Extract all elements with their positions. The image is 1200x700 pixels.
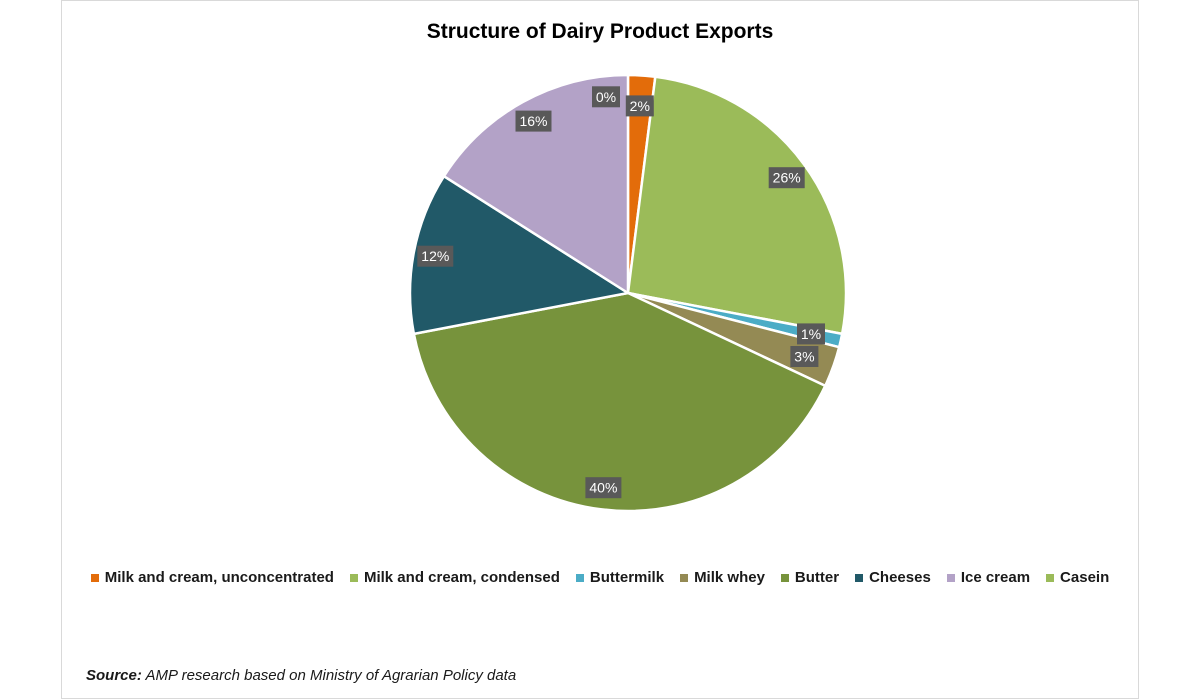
source-text: AMP research based on Ministry of Agrari… <box>141 667 517 684</box>
legend-item-4: Butter <box>780 569 840 586</box>
legend-item-3: Milk whey <box>680 569 765 586</box>
legend-swatch <box>780 573 789 582</box>
legend-label: Butter <box>794 569 840 586</box>
data-label-text: 40% <box>589 480 617 496</box>
legend-item-7: Casein <box>1046 569 1109 586</box>
legend-swatch <box>349 573 358 582</box>
data-label-text: 0% <box>596 89 616 105</box>
data-label-4: 40% <box>585 477 622 499</box>
pie-slice-6 <box>442 73 630 295</box>
data-label-text: 16% <box>519 113 547 129</box>
data-label-box <box>768 167 805 189</box>
data-label-box <box>515 110 552 132</box>
legend-label: Cheeses <box>869 569 931 586</box>
legend-item-2: Buttermilk <box>575 569 665 586</box>
data-label-1: 26% <box>768 167 805 189</box>
legend-label: Milk and cream, unconcentrated <box>104 569 334 586</box>
legend-swatch <box>90 573 99 582</box>
legend-swatch <box>946 573 955 582</box>
data-label-text: 1% <box>801 326 821 342</box>
legend-item-0: Milk and cream, unconcentrated <box>90 569 334 586</box>
data-label-text: 3% <box>794 349 814 365</box>
legend-label: Ice cream <box>960 569 1031 586</box>
source-label: Source: <box>86 667 142 684</box>
data-label-text: 12% <box>421 248 449 264</box>
pie-slice-1 <box>626 75 848 336</box>
data-label-box <box>592 86 620 108</box>
pie-slice-4 <box>412 291 827 513</box>
chart-title: Structure of Dairy Product Exports <box>426 20 774 43</box>
legend-item-6: Ice cream <box>946 569 1031 586</box>
legend-label: Milk whey <box>694 569 765 586</box>
data-label-text: 26% <box>773 170 801 186</box>
data-label-7: 0% <box>592 86 620 108</box>
data-label-box <box>585 477 622 499</box>
data-label-box <box>797 323 825 345</box>
pie-slice-5 <box>408 174 630 336</box>
chart-frame: Structure of Dairy Product Exports 2% 26%… <box>61 0 1139 699</box>
legend-swatch <box>855 573 864 582</box>
data-label-box <box>790 346 819 367</box>
data-label-3: 3% <box>790 346 819 367</box>
legend-swatch <box>680 573 689 582</box>
legend-item-5: Cheeses <box>855 569 931 586</box>
legend-swatch <box>1046 573 1055 582</box>
legend-label: Milk and cream, condensed <box>363 569 560 586</box>
chart-legend: Milk and cream, unconcentrated Milk and c… <box>62 569 1138 586</box>
pie-chart: 2% 26% 1% 3% 40% 12% 16% 0% <box>408 73 848 513</box>
data-label-text: 2% <box>630 98 650 114</box>
data-label-box <box>625 95 654 117</box>
data-label-0: 2% <box>625 95 654 117</box>
legend-label: Casein <box>1060 569 1110 586</box>
legend-swatch <box>575 573 584 582</box>
legend-label: Buttermilk <box>589 569 665 586</box>
data-label-6: 16% <box>515 110 552 132</box>
data-label-5: 12% <box>417 245 454 267</box>
legend-item-1: Milk and cream, condensed <box>349 569 560 586</box>
source-note: Source: AMP research based on Ministry o… <box>86 667 516 684</box>
data-label-2: 1% <box>797 323 825 345</box>
data-label-box <box>417 245 454 267</box>
